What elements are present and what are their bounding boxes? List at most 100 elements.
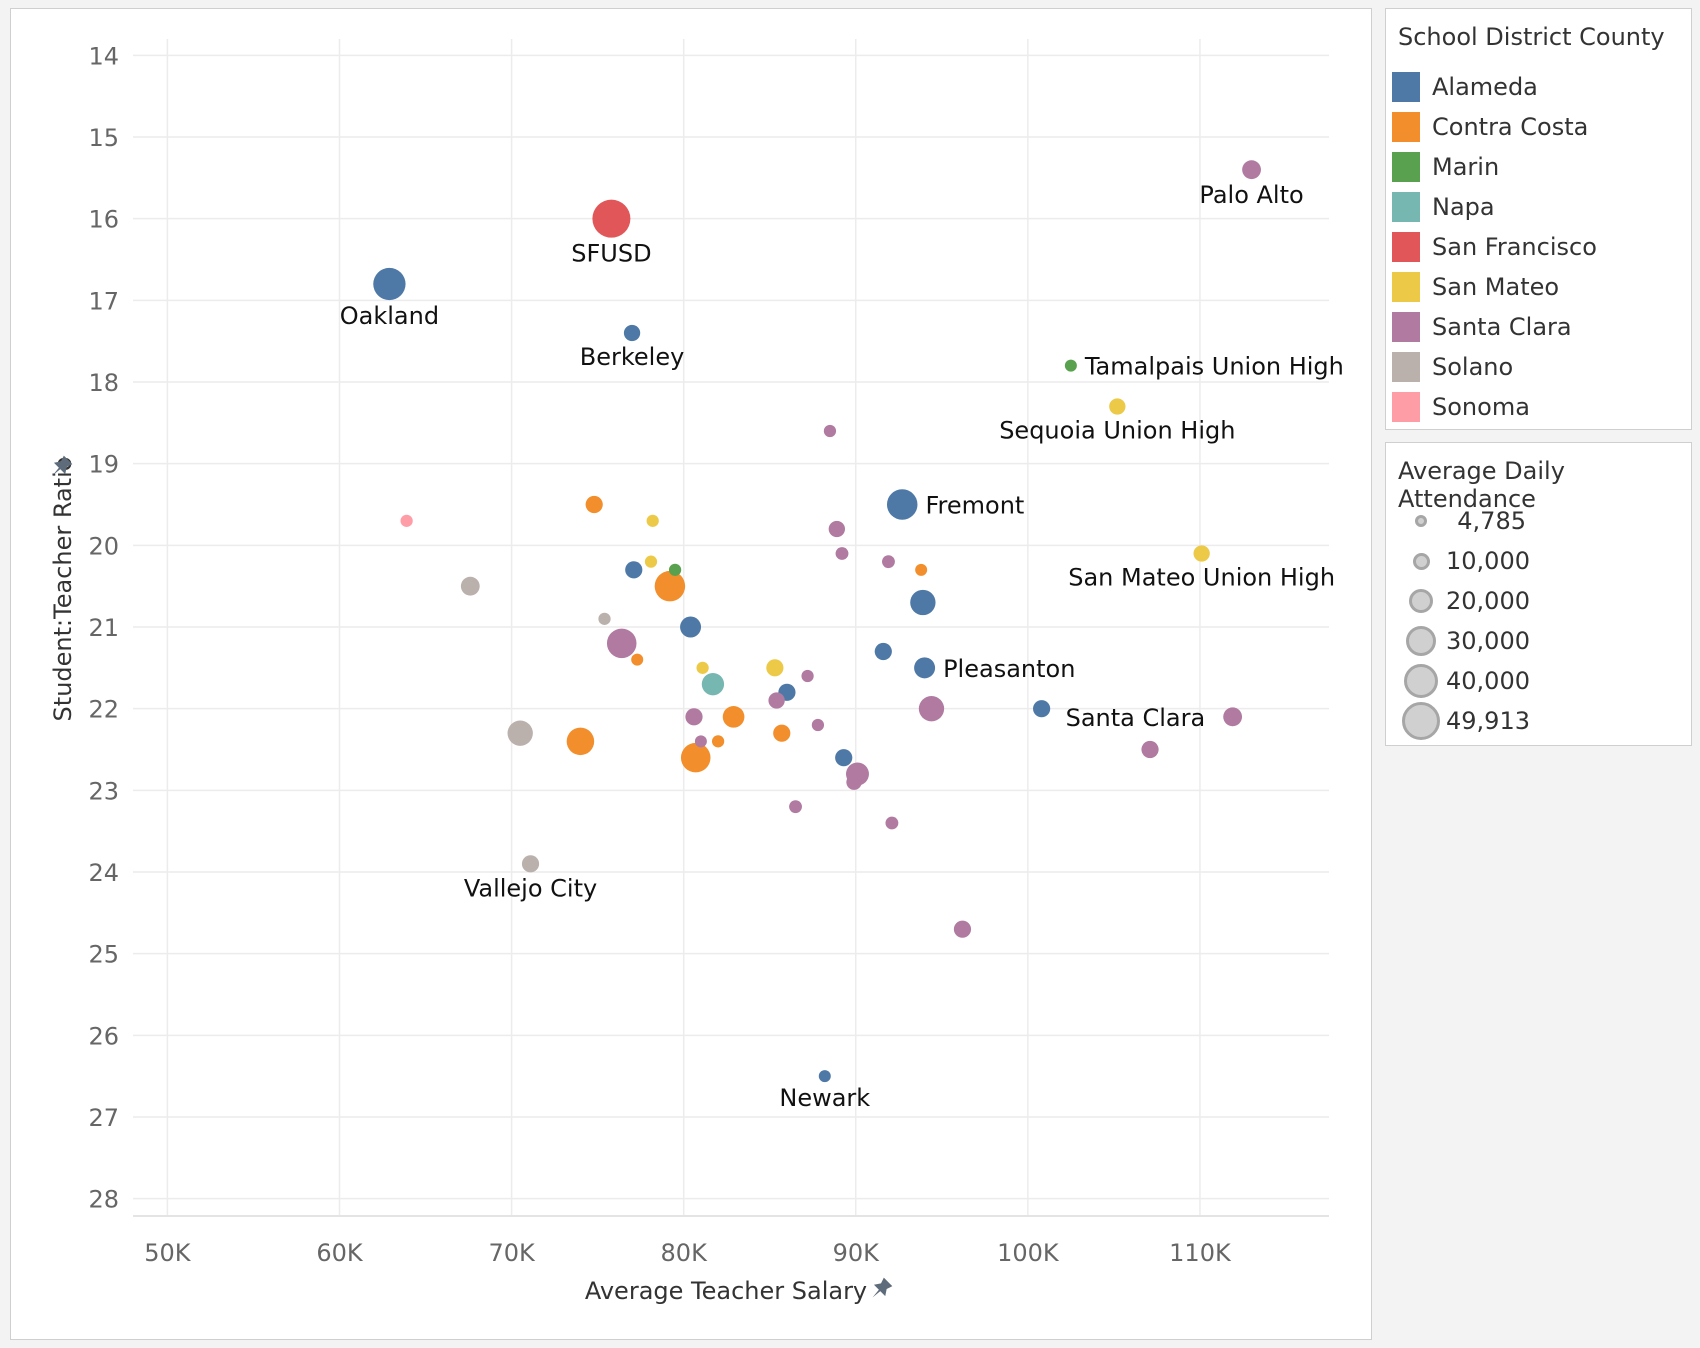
size-legend-label: 40,000: [1446, 667, 1530, 695]
data-point[interactable]: [625, 561, 643, 579]
color-swatch: [1392, 352, 1420, 382]
data-point[interactable]: [711, 735, 725, 748]
data-point[interactable]: [835, 547, 849, 560]
size-legend-item[interactable]: 20,000: [1386, 581, 1691, 621]
size-legend-item[interactable]: 10,000: [1386, 541, 1691, 581]
point-label: Berkeley: [580, 343, 685, 371]
data-point[interactable]: [1109, 398, 1126, 415]
point-labels: Palo Alto SFUSD Oakland Berkeley Tamalpais U…: [340, 181, 1344, 1112]
color-legend-item[interactable]: San Francisco: [1386, 227, 1691, 267]
y-tick-label: 15: [88, 124, 119, 152]
color-legend-label: Marin: [1432, 153, 1500, 181]
data-point[interactable]: [631, 653, 644, 666]
data-point[interactable]: [585, 495, 603, 514]
data-point[interactable]: [680, 742, 711, 773]
data-point[interactable]: [1033, 700, 1051, 718]
point-label: SFUSD: [571, 240, 651, 268]
size-legend-item[interactable]: 40,000: [1386, 661, 1691, 701]
data-point[interactable]: [696, 661, 709, 674]
y-tick-label: 16: [88, 206, 119, 234]
y-tick-label: 28: [88, 1186, 119, 1214]
data-point[interactable]: [722, 706, 745, 728]
data-point[interactable]: [400, 514, 413, 527]
y-tick-label: 24: [88, 859, 119, 887]
point-label: Tamalpais Union High: [1084, 353, 1344, 381]
point-label: Oakland: [340, 302, 439, 330]
data-point[interactable]: [566, 727, 595, 756]
y-tick-label: 25: [88, 941, 119, 969]
data-point[interactable]: [1141, 740, 1159, 759]
data-point[interactable]: [1193, 545, 1210, 562]
data-point[interactable]: [953, 920, 972, 938]
size-legend-title: Average Daily Attendance: [1398, 457, 1565, 513]
color-legend-item[interactable]: Santa Clara: [1386, 307, 1691, 347]
data-point[interactable]: [768, 692, 785, 709]
data-point[interactable]: [646, 514, 659, 527]
color-legend-label: Sonoma: [1432, 393, 1530, 421]
data-point[interactable]: [654, 570, 686, 602]
size-legend-item[interactable]: 4,785: [1386, 501, 1691, 541]
color-legend-item[interactable]: Marin: [1386, 147, 1691, 187]
y-tick-label: 26: [88, 1022, 119, 1050]
color-legend-item[interactable]: Solano: [1386, 347, 1691, 387]
data-point[interactable]: [910, 589, 936, 616]
data-point[interactable]: [885, 816, 899, 830]
data-point[interactable]: [823, 424, 837, 438]
data-point[interactable]: [668, 563, 682, 576]
data-point[interactable]: [521, 855, 540, 873]
point-label: Santa Clara: [1066, 704, 1206, 732]
data-point[interactable]: [835, 749, 853, 767]
data-point[interactable]: [773, 724, 791, 742]
data-point[interactable]: [874, 642, 892, 661]
size-legend-item[interactable]: 49,913: [1386, 701, 1691, 741]
size-legend-label: 49,913: [1446, 707, 1530, 735]
color-legend-label: Santa Clara: [1432, 313, 1572, 341]
data-point[interactable]: [915, 563, 928, 576]
data-point[interactable]: [598, 612, 611, 625]
data-point[interactable]: [914, 657, 936, 679]
data-point[interactable]: [882, 555, 895, 569]
size-legend-item[interactable]: 30,000: [1386, 621, 1691, 661]
data-point[interactable]: [846, 774, 862, 790]
data-point[interactable]: [918, 695, 945, 722]
data-point[interactable]: [1064, 359, 1077, 372]
data-point[interactable]: [1223, 707, 1243, 727]
y-axis-title: Student:Teacher Ratio: [49, 457, 77, 722]
data-point[interactable]: [818, 1070, 831, 1083]
data-point[interactable]: [606, 628, 637, 659]
data-point[interactable]: [644, 555, 658, 568]
data-point[interactable]: [801, 669, 814, 683]
x-axis-pin-icon[interactable]: [867, 1276, 894, 1303]
data-point[interactable]: [592, 199, 631, 238]
data-point[interactable]: [623, 324, 641, 342]
data-point[interactable]: [701, 673, 725, 696]
size-legend-label: 20,000: [1446, 587, 1530, 615]
data-point[interactable]: [373, 267, 406, 301]
y-tick-label: 22: [88, 696, 119, 724]
color-swatch: [1392, 112, 1420, 142]
y-tick-label: 19: [88, 451, 119, 479]
color-legend-item[interactable]: Sonoma: [1386, 387, 1691, 427]
data-point[interactable]: [828, 520, 845, 538]
data-point[interactable]: [685, 708, 703, 726]
color-legend-item[interactable]: Contra Costa: [1386, 107, 1691, 147]
data-point[interactable]: [789, 800, 802, 814]
size-legend-label: 4,785: [1457, 507, 1526, 535]
color-legend-item[interactable]: Napa: [1386, 187, 1691, 227]
grid: [133, 39, 1329, 1215]
data-point[interactable]: [1242, 160, 1261, 180]
point-label: Sequoia Union High: [999, 417, 1235, 445]
data-point[interactable]: [766, 659, 784, 677]
color-legend-item[interactable]: Alameda: [1386, 67, 1691, 107]
color-legend-item[interactable]: San Mateo: [1386, 267, 1691, 307]
data-point[interactable]: [460, 576, 480, 596]
data-point[interactable]: [507, 720, 533, 746]
scatter-plot[interactable]: 50K 60K 70K 80K 90K 100K 110K 14 15 16 17 18 19 20 21 2…: [11, 9, 1371, 1339]
point-label: San Mateo Union High: [1068, 564, 1335, 592]
y-axis-pin-icon[interactable]: [47, 454, 74, 481]
data-point[interactable]: [811, 718, 825, 732]
data-point[interactable]: [694, 735, 707, 748]
point-label: Newark: [779, 1084, 870, 1112]
data-point[interactable]: [680, 616, 702, 638]
data-point[interactable]: [886, 489, 918, 520]
